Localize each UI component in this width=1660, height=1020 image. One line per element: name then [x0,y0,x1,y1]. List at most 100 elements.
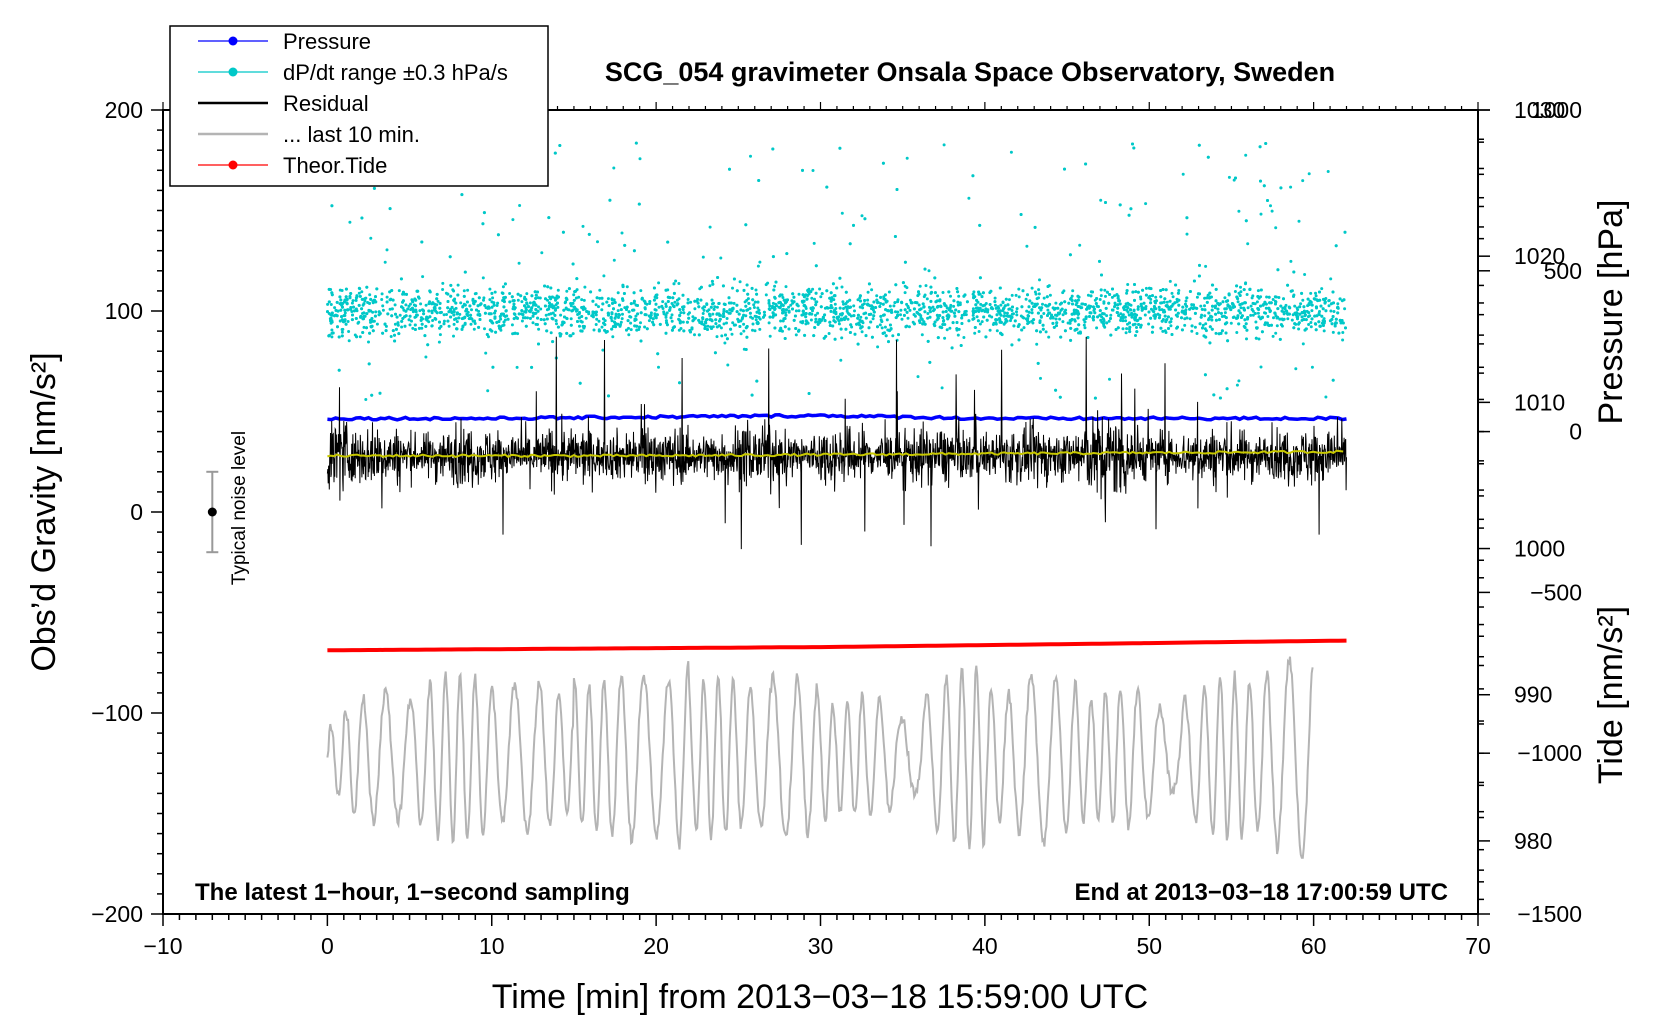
dpdt-point [1185,316,1189,320]
dpdt-point [388,298,392,302]
dpdt-point [547,307,551,311]
dpdt-point [487,335,490,339]
dpdt-point [488,298,492,302]
dpdt-point [404,314,408,318]
dpdt-point [1188,290,1192,293]
dpdt-point [1270,323,1273,327]
dpdt-point [363,297,367,301]
dpdt-point [1200,307,1204,311]
dpdt-point [891,334,895,338]
dpdt-point [1343,307,1347,311]
dpdt-point [502,323,506,327]
dpdt-point [781,296,785,299]
dpdt-point [652,298,656,302]
dpdt-point [664,302,668,306]
dpdt-point [341,327,345,331]
dpdt-point [779,301,782,305]
dpdt-point [572,298,576,302]
dpdt-point [1004,317,1008,321]
dpdt-point [1154,299,1158,303]
dpdt-point [1104,306,1108,310]
dpdt-point [735,310,739,314]
dpdt-point [639,339,643,343]
dpdt-point [657,305,661,309]
dpdt-point [513,312,517,316]
dpdt-point [1045,304,1049,308]
dpdt-point [1144,202,1148,206]
dpdt-point [677,282,681,285]
dpdt-point [1109,313,1113,317]
dpdt-point [362,311,366,315]
dpdt-point [1293,304,1297,308]
dpdt-point [435,297,439,301]
dpdt-point [795,303,799,307]
dpdt-point [1157,305,1161,309]
dpdt-point [450,305,454,309]
dpdt-point [632,291,636,295]
dpdt-point [637,202,641,206]
dpdt-point [527,305,531,309]
dpdt-point [1026,319,1030,323]
dpdt-point [391,329,395,333]
dpdt-point [814,291,818,295]
dpdt-point [1293,311,1297,315]
dpdt-point [380,292,384,296]
dpdt-point [1048,302,1052,306]
dpdt-point [343,311,347,315]
dpdt-point [572,293,576,297]
dpdt-point [1080,306,1084,310]
dpdt-point [336,309,340,313]
dpdt-point [564,296,568,300]
dpdt-point [711,282,715,286]
dpdt-point [358,335,362,339]
dpdt-point [965,300,969,304]
dpdt-point [447,310,451,314]
dpdt-point [1152,310,1156,314]
dpdt-point [477,296,481,300]
legend-label: Pressure [283,29,371,54]
dpdt-point [979,302,983,306]
dpdt-point [1266,323,1270,327]
dpdt-point [1024,297,1028,301]
dpdt-point [516,332,520,336]
dpdt-point [809,290,813,294]
dpdt-point [781,311,785,315]
dpdt-point [1256,289,1260,293]
dpdt-point [693,316,697,320]
dpdt-point [1303,273,1307,276]
dpdt-point [744,223,748,227]
dpdt-point [952,299,956,303]
dpdt-point [1017,287,1021,291]
dpdt-point [1123,315,1127,319]
dpdt-point [833,320,837,324]
dpdt-point [1109,333,1113,337]
dpdt-point [670,319,674,323]
dpdt-point [1084,162,1088,166]
x-axis-title: Time [min] from 2013−03−18 15:59:00 UTC [492,978,1148,1016]
residual-line [326,336,1347,550]
dpdt-point [1341,331,1345,334]
dpdt-point [363,314,367,318]
dpdt-point [519,294,523,298]
dpdt-point [988,314,992,318]
dpdt-point [1046,285,1050,288]
dpdt-point [689,300,693,304]
dpdt-point [649,311,653,315]
dpdt-point [487,305,490,309]
dpdt-point [1071,302,1074,306]
dpdt-point [1300,291,1304,295]
dpdt-point [525,301,529,305]
dpdt-point [1117,314,1121,317]
dpdt-point [553,296,557,300]
dpdt-point [745,283,749,287]
dpdt-point [1233,305,1236,309]
dpdt-point [1193,311,1197,315]
dpdt-point [1159,289,1163,292]
dpdt-point [954,308,958,312]
dpdt-point [598,288,602,292]
dpdt-point [1245,328,1249,332]
dpdt-point [481,222,485,226]
dpdt-point [1307,172,1311,176]
dpdt-point [1164,304,1168,308]
dpdt-point [1176,311,1180,315]
